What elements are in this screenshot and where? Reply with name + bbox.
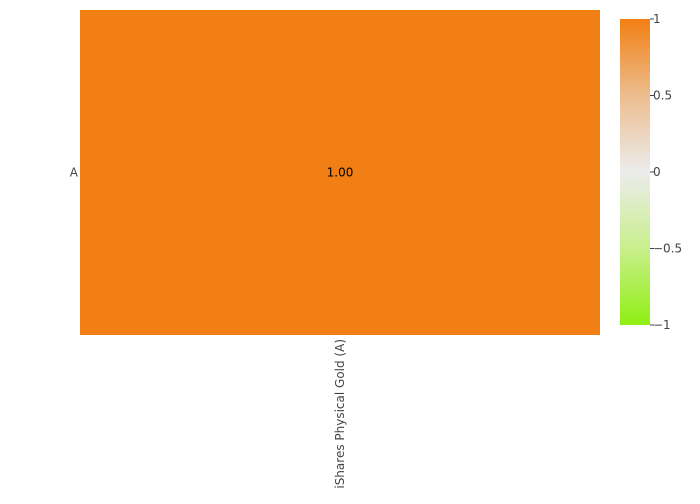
x-axis: iShares Physical Gold (A) <box>333 339 347 489</box>
heatmap-cells <box>80 10 600 335</box>
heatmap-cell[interactable] <box>80 10 600 335</box>
colorbar-tick-label: −0.5 <box>653 242 682 256</box>
colorbar-tick-label: 0.5 <box>653 89 672 103</box>
colorbar: 1 0.5 0 −0.5 −1 <box>620 12 682 332</box>
x-tick-label: iShares Physical Gold (A) <box>333 339 347 489</box>
heatmap-cell-label: 1.00 <box>327 166 354 180</box>
colorbar-tick-label: −1 <box>653 318 671 332</box>
colorbar-tick-label: 1 <box>653 12 661 26</box>
y-tick-label: A <box>70 166 79 180</box>
heatmap-cell-labels: 1.00 <box>327 166 354 180</box>
y-axis: A <box>70 166 79 180</box>
colorbar-gradient-bar <box>620 19 650 325</box>
colorbar-tick-label: 0 <box>653 165 661 179</box>
